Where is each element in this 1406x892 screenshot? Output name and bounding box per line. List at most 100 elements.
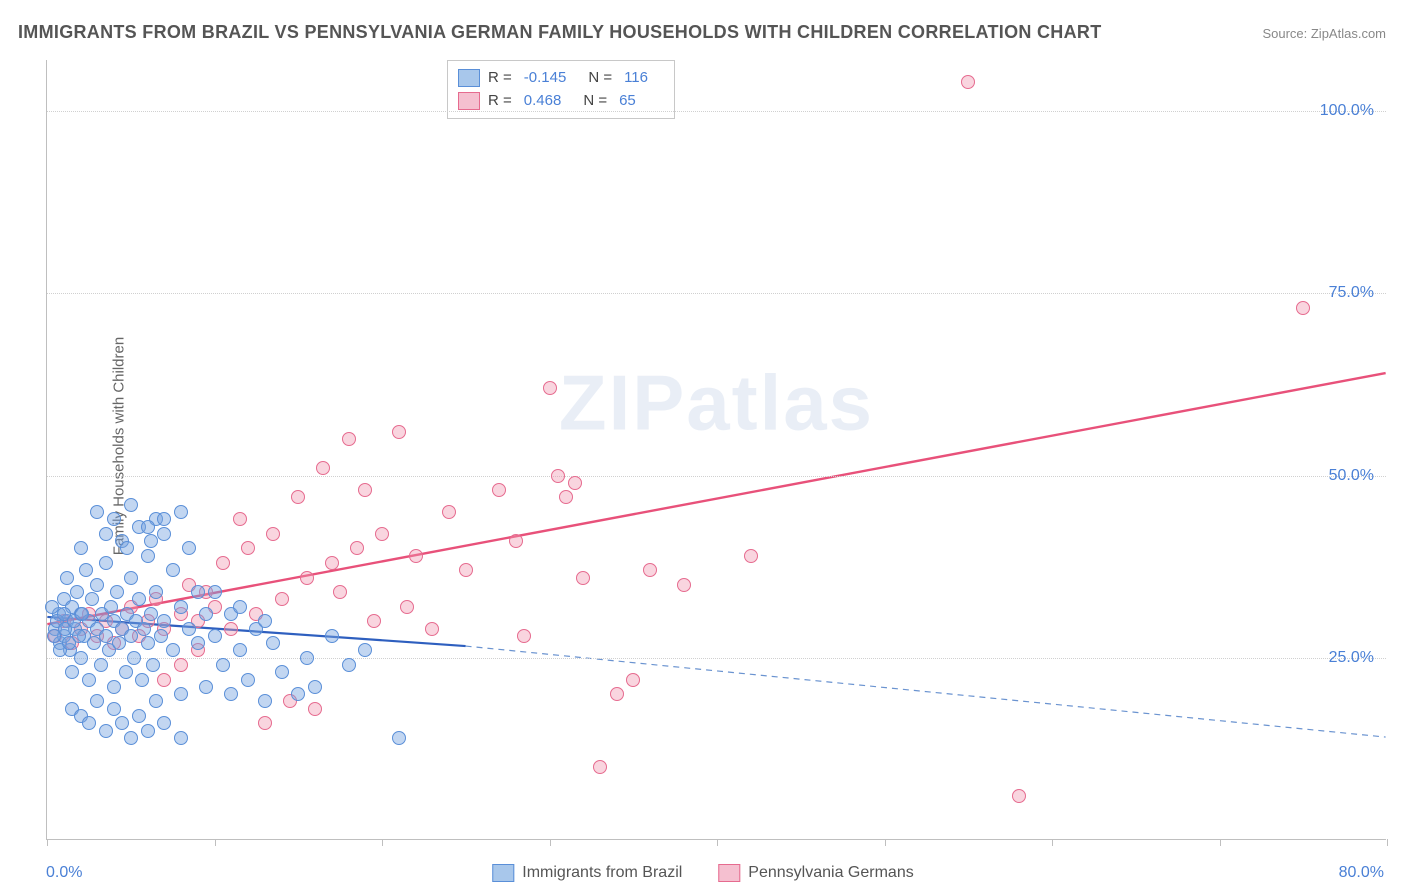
data-point — [367, 614, 381, 628]
data-point — [141, 724, 155, 738]
data-point — [291, 490, 305, 504]
data-point — [174, 658, 188, 672]
data-point — [120, 541, 134, 555]
stats-r-value: 0.468 — [524, 90, 562, 113]
data-point — [104, 600, 118, 614]
x-tick — [382, 839, 383, 846]
data-point — [191, 585, 205, 599]
data-point — [258, 716, 272, 730]
data-point — [141, 549, 155, 563]
x-tick — [215, 839, 216, 846]
data-point — [744, 549, 758, 563]
data-point — [154, 629, 168, 643]
data-point — [79, 563, 93, 577]
chart-title: IMMIGRANTS FROM BRAZIL VS PENNSYLVANIA G… — [18, 22, 1102, 43]
data-point — [174, 687, 188, 701]
data-point — [425, 622, 439, 636]
data-point — [233, 512, 247, 526]
data-point — [157, 716, 171, 730]
data-point — [174, 731, 188, 745]
data-point — [70, 585, 84, 599]
data-point — [1012, 789, 1026, 803]
data-point — [144, 534, 158, 548]
data-point — [166, 563, 180, 577]
data-point — [677, 578, 691, 592]
data-point — [266, 527, 280, 541]
data-point — [559, 490, 573, 504]
data-point — [182, 622, 196, 636]
data-point — [141, 520, 155, 534]
data-point — [216, 556, 230, 570]
data-point — [300, 651, 314, 665]
stats-row: R =0.468N =65 — [458, 90, 662, 113]
data-point — [459, 563, 473, 577]
gridline — [47, 111, 1386, 112]
data-point — [149, 694, 163, 708]
data-point — [149, 585, 163, 599]
scatter-plot-area: ZIPatlas R =-0.145N =116R =0.468N =65 25… — [46, 60, 1386, 840]
legend-item: Immigrants from Brazil — [492, 864, 682, 882]
data-point — [157, 512, 171, 526]
data-point — [325, 629, 339, 643]
data-point — [392, 425, 406, 439]
x-tick — [1220, 839, 1221, 846]
data-point — [342, 658, 356, 672]
data-point — [99, 629, 113, 643]
legend-label: Immigrants from Brazil — [522, 864, 682, 882]
data-point — [333, 585, 347, 599]
data-point — [99, 556, 113, 570]
legend-swatch — [492, 864, 514, 882]
data-point — [144, 607, 158, 621]
data-point — [350, 541, 364, 555]
data-point — [308, 702, 322, 716]
data-point — [82, 716, 96, 730]
y-tick-label: 100.0% — [1320, 102, 1374, 120]
legend: Immigrants from Brazil Pennsylvania Germa… — [492, 864, 913, 882]
data-point — [308, 680, 322, 694]
data-point — [137, 622, 151, 636]
data-point — [358, 483, 372, 497]
data-point — [224, 687, 238, 701]
x-tick — [550, 839, 551, 846]
data-point — [241, 541, 255, 555]
legend-swatch — [458, 69, 480, 87]
data-point — [266, 636, 280, 650]
data-point — [375, 527, 389, 541]
data-point — [107, 702, 121, 716]
data-point — [174, 600, 188, 614]
data-point — [157, 527, 171, 541]
data-point — [258, 694, 272, 708]
stats-r-value: -0.145 — [524, 67, 567, 90]
data-point — [275, 665, 289, 679]
data-point — [568, 476, 582, 490]
stats-r-label: R = — [488, 90, 512, 113]
data-point — [74, 541, 88, 555]
data-point — [275, 592, 289, 606]
data-point — [99, 527, 113, 541]
data-point — [127, 651, 141, 665]
data-point — [325, 556, 339, 570]
legend-item: Pennsylvania Germans — [718, 864, 913, 882]
data-point — [216, 658, 230, 672]
data-point — [576, 571, 590, 585]
data-point — [208, 629, 222, 643]
stats-n-label: N = — [588, 67, 612, 90]
data-point — [124, 731, 138, 745]
data-point — [517, 629, 531, 643]
x-tick — [1052, 839, 1053, 846]
x-tick — [1387, 839, 1388, 846]
data-point — [233, 600, 247, 614]
data-point — [107, 680, 121, 694]
legend-swatch — [718, 864, 740, 882]
data-point — [442, 505, 456, 519]
data-point — [85, 592, 99, 606]
data-point — [75, 607, 89, 621]
trend-lines — [47, 60, 1386, 839]
x-tick-label-max: 80.0% — [1339, 864, 1384, 882]
data-point — [509, 534, 523, 548]
data-point — [124, 629, 138, 643]
data-point — [72, 629, 86, 643]
data-point — [400, 600, 414, 614]
data-point — [135, 673, 149, 687]
data-point — [208, 585, 222, 599]
